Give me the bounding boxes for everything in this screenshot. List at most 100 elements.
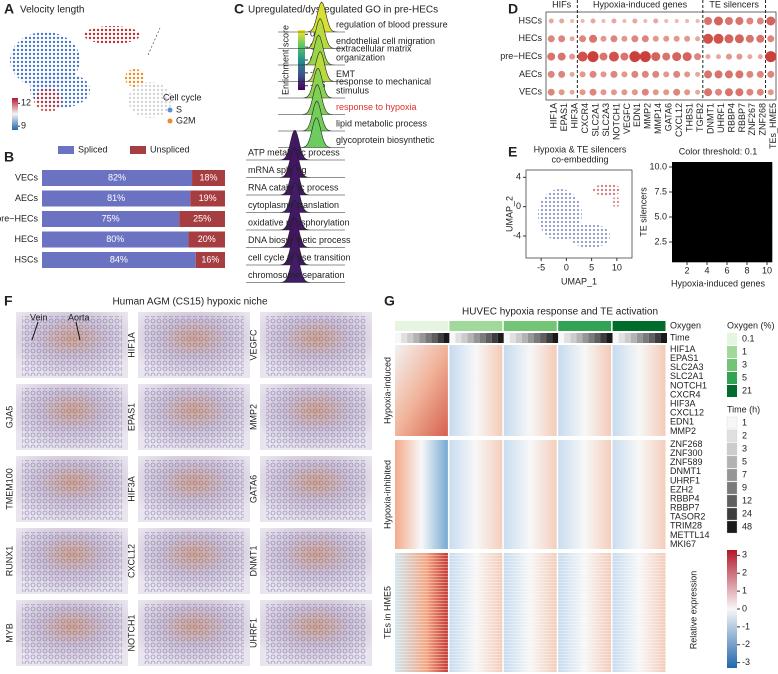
x-tick-label: 10	[762, 265, 772, 275]
dot	[579, 89, 586, 96]
column-label: UHRF1	[716, 103, 726, 133]
legend-swatch	[58, 146, 74, 154]
colormap-cell	[692, 162, 703, 173]
gene-label: TMEM100	[4, 468, 14, 510]
colormap-cell	[692, 242, 703, 253]
dot	[713, 33, 724, 44]
term-label: cell cycle phase transition	[248, 252, 351, 262]
colorbar-title: Relative expression	[688, 571, 698, 650]
dot	[548, 18, 554, 24]
oxygen-annotation	[558, 321, 612, 331]
column-label: HIF1A	[549, 103, 559, 129]
colormap-cell	[712, 222, 723, 233]
colormap-cell	[752, 202, 763, 213]
time-annotation	[570, 333, 577, 343]
x-tick-label: 4	[704, 265, 709, 275]
colormap-cell	[752, 252, 763, 263]
dot	[735, 70, 744, 79]
colormap-cell	[692, 212, 703, 223]
colormap-cell	[712, 172, 723, 183]
time-annotation	[582, 333, 589, 343]
colormap-cell	[762, 202, 773, 213]
colormap-cell	[762, 172, 773, 183]
colormap-cell	[722, 192, 733, 203]
gene-label: CXCL12	[126, 544, 136, 578]
dot	[684, 35, 691, 42]
heatmap-texture	[449, 553, 503, 672]
heatmap-block	[503, 345, 557, 436]
time-annotation	[515, 333, 522, 343]
bar-spliced	[42, 231, 189, 248]
dot	[559, 18, 565, 24]
dot	[725, 53, 732, 60]
dot	[631, 35, 639, 43]
heatmap-block	[612, 345, 666, 436]
x-tick-label: 10	[612, 262, 622, 272]
colormap-cell	[722, 182, 733, 193]
group-label: TE silencers	[709, 0, 759, 9]
colormap-cell	[672, 242, 683, 253]
dot	[673, 88, 681, 96]
colormap-cell	[682, 182, 693, 193]
grid-title: Color threshold: 0.1	[679, 146, 758, 156]
spot-grid	[144, 604, 244, 664]
dot	[558, 70, 566, 78]
spot-grid	[144, 388, 244, 448]
spot-grid	[144, 532, 244, 592]
value-label: 18%	[200, 172, 218, 182]
dot	[547, 88, 555, 96]
annotation: Vein	[30, 312, 48, 322]
group-label: Hypoxia-induced genes	[593, 0, 688, 9]
spot-grid	[144, 316, 244, 376]
colormap-cell	[702, 252, 713, 263]
gene-label: NOTCH1	[126, 614, 136, 651]
time-annotation	[449, 333, 456, 343]
time-annotation	[503, 333, 510, 343]
panel-letter: C	[234, 1, 244, 17]
spot-grid	[266, 604, 366, 664]
row-label: HSCs	[518, 15, 542, 25]
dot	[767, 70, 775, 78]
annotation-label: Time	[670, 332, 690, 342]
colormap-cell	[702, 202, 713, 213]
colorbar-tick-label: 3	[742, 550, 747, 560]
colormap-cell	[682, 252, 693, 263]
dot	[685, 19, 690, 23]
column-label: CXCL12	[674, 103, 684, 137]
column-label: THBS1	[685, 103, 695, 132]
gene-label: UHRF1	[670, 475, 700, 485]
dot	[765, 51, 777, 63]
dot	[724, 34, 734, 44]
dot	[694, 53, 702, 61]
colorbar-tick-label: 1	[742, 585, 747, 595]
legend-swatch	[726, 468, 738, 482]
y-tick-label: 0	[516, 201, 521, 211]
ridge	[278, 84, 345, 115]
dot	[652, 70, 660, 78]
colormap-cell	[712, 162, 723, 173]
time-annotation	[600, 333, 607, 343]
legend-label: 24	[742, 508, 752, 518]
colorbar-tick-label: 9	[21, 121, 26, 131]
dot	[652, 35, 659, 42]
legend-marker	[167, 107, 173, 113]
dot	[756, 34, 765, 43]
panel-letter: D	[508, 1, 518, 17]
time-annotation	[437, 333, 444, 343]
colormap-cell	[762, 212, 773, 223]
colormap-cell	[722, 212, 733, 223]
legend-label: 3	[742, 359, 747, 369]
legend-title: Time (h)	[727, 404, 760, 414]
legend-swatch	[130, 146, 146, 154]
column-label: DNMT1	[705, 103, 715, 134]
bar-spliced	[42, 170, 193, 186]
colormap-cell	[742, 242, 753, 253]
ridge	[278, 51, 345, 82]
legend-swatch	[727, 385, 737, 397]
dot	[684, 71, 691, 78]
dot	[716, 54, 721, 60]
spot-grid	[266, 460, 366, 520]
colormap-cell	[732, 232, 743, 243]
row-label: VECs	[519, 87, 543, 97]
time-annotation	[588, 333, 595, 343]
